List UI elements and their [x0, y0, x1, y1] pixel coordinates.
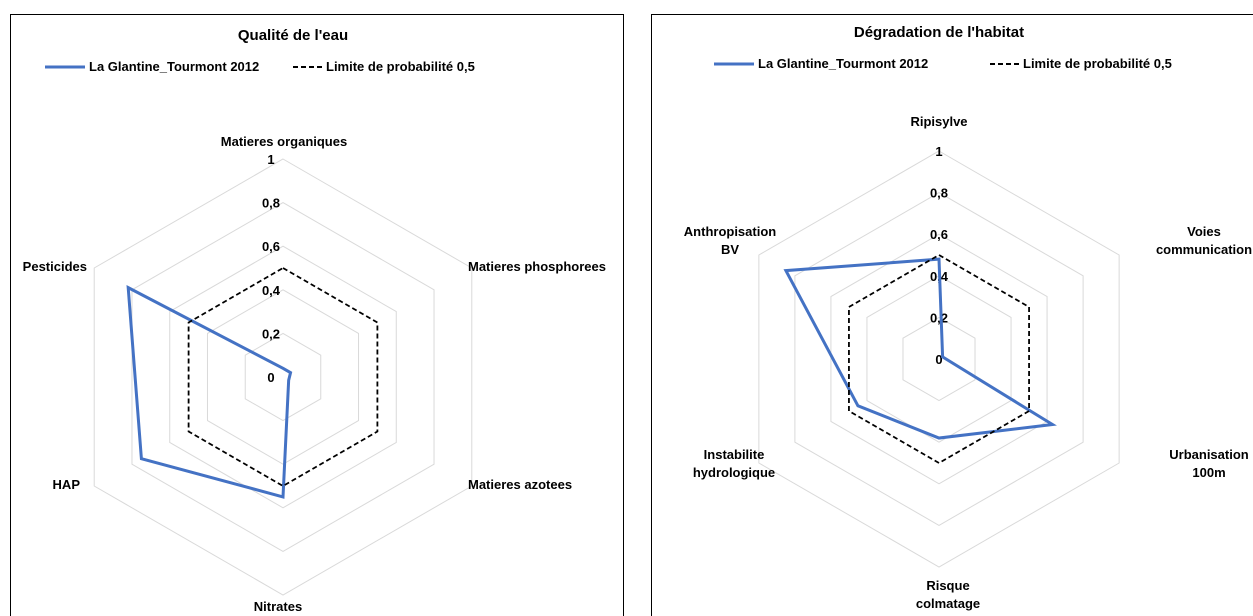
grid-ring	[206, 289, 360, 465]
series-line-station	[126, 285, 293, 499]
grid-ring	[866, 275, 1012, 443]
axis-label-matieres-azotees: Matieres azotees	[468, 477, 572, 492]
axis-label-ripisylve: Ripisylve	[910, 114, 967, 129]
tick-label: 0	[267, 370, 274, 385]
legend-label-probability-limit: Limite de probabilité 0,5	[1023, 56, 1172, 71]
water-quality-radar-chart: Qualité de l'eau La Glantine_Tourmont 201…	[23, 27, 606, 614]
grid-ring	[169, 245, 397, 509]
tick-label: 0,6	[262, 239, 280, 254]
grid-ring	[830, 233, 1048, 485]
tick-label: 0,2	[930, 310, 948, 325]
water-quality-chart-panel: Qualité de l'eau La Glantine_Tourmont 201…	[10, 14, 624, 616]
axis-label-voies-communication: Voies communication	[1156, 224, 1252, 257]
axis-label-pesticides: Pesticides	[23, 259, 87, 274]
habitat-degradation-chart-panel: Dégradation de l'habitat La Glantine_Tour…	[651, 14, 1253, 616]
axis-label-matieres-organiques: Matieres organiques	[221, 134, 347, 149]
tick-label: 0,4	[262, 283, 281, 298]
axis-label-nitrates: Nitrates	[254, 599, 302, 614]
tick-label: 0,6	[930, 227, 948, 242]
series-line-probability-limit	[187, 266, 379, 488]
chart-title: Dégradation de l'habitat	[854, 24, 1024, 41]
chart-title: Qualité de l'eau	[238, 27, 348, 44]
axis-label-instabilite-hydrologique: Instabilite hydrologique	[693, 447, 775, 480]
grid-ring	[93, 158, 473, 596]
legend-label-probability-limit: Limite de probabilité 0,5	[326, 59, 475, 74]
grid-ring	[758, 150, 1120, 568]
grid-ring	[131, 202, 435, 552]
axis-label-urbanisation-100m: Urbanisation 100m	[1169, 447, 1249, 480]
axis-label-hap: HAP	[53, 477, 81, 492]
tick-label: 1	[935, 144, 942, 159]
habitat-degradation-radar-chart: Dégradation de l'habitat La Glantine_Tour…	[684, 24, 1252, 611]
tick-label: 1	[267, 152, 274, 167]
legend-label-station: La Glantine_Tourmont 2012	[758, 56, 928, 71]
series-line-station	[783, 257, 1057, 440]
grid-ring	[244, 332, 322, 422]
grid-ring	[794, 192, 1084, 526]
tick-label: 0	[935, 352, 942, 367]
legend-label-station: La Glantine_Tourmont 2012	[89, 59, 259, 74]
axis-label-matieres-phosphorees: Matieres phosphorees	[468, 259, 606, 274]
axis-label-risque-colmatage: Risque colmatage	[916, 578, 980, 611]
tick-label: 0,8	[930, 186, 948, 201]
tick-label: 0,8	[262, 196, 280, 211]
axis-label-anthropisation-bv: Anthropisation BV	[684, 224, 776, 257]
tick-label: 0,2	[262, 326, 280, 341]
grid-ring	[902, 316, 976, 402]
